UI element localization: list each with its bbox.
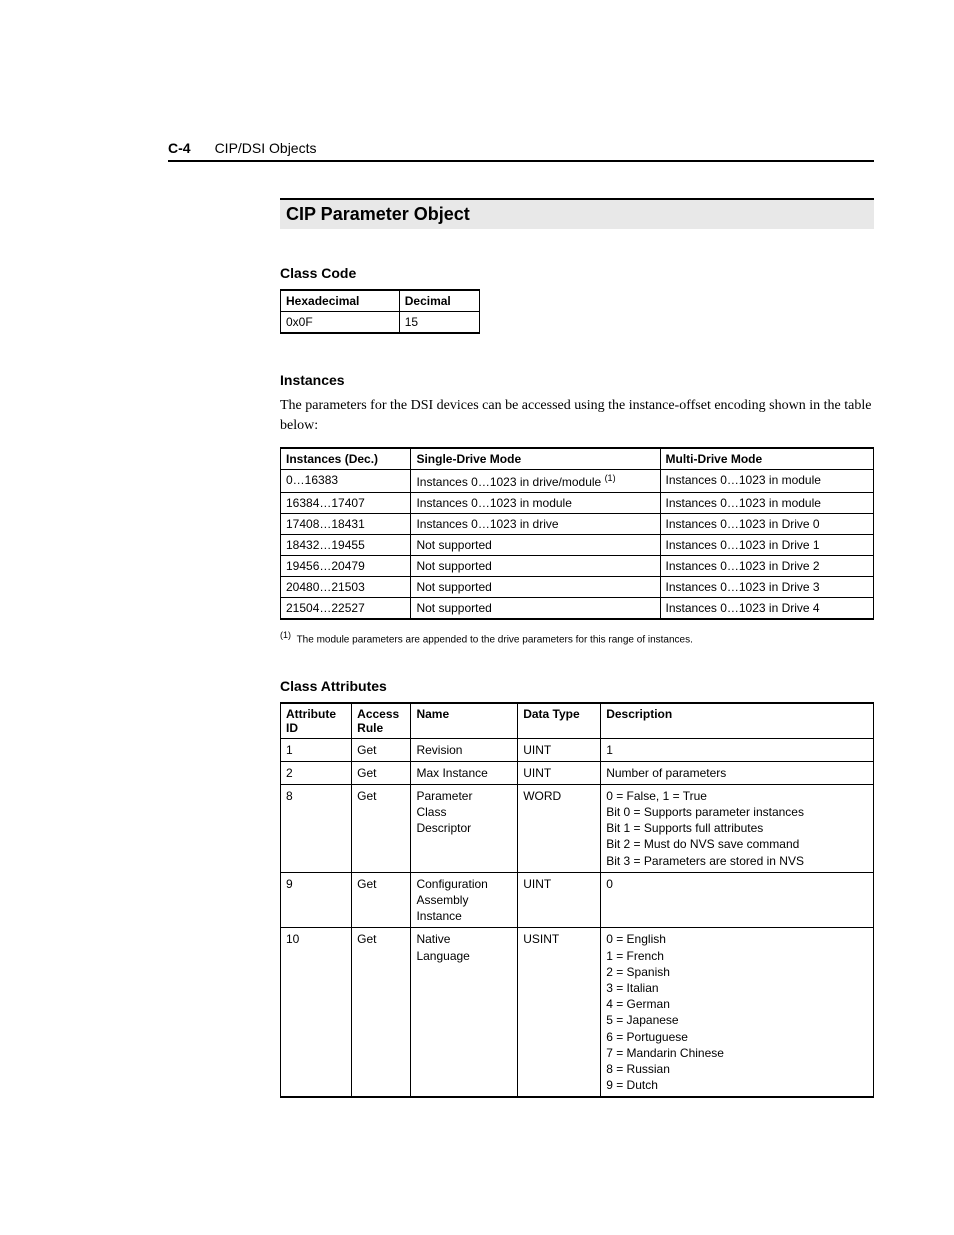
table-cell: Not supported <box>411 598 660 620</box>
table-cell: 2 <box>281 761 352 784</box>
table-cell: 10 <box>281 928 352 1097</box>
table-row: 21504…22527Not supportedInstances 0…1023… <box>281 598 874 620</box>
table-cell: 16384…17407 <box>281 493 411 514</box>
table-row: 1GetRevisionUINT1 <box>281 738 874 761</box>
content-area: CIP Parameter Object Class Code Hexadeci… <box>280 198 874 1098</box>
table-cell: 18432…19455 <box>281 535 411 556</box>
page-header: C-4 CIP/DSI Objects <box>168 140 874 162</box>
table-cell: 17408…18431 <box>281 514 411 535</box>
table-cell: WORD <box>518 784 601 872</box>
col-instances: Instances (Dec.) <box>281 448 411 470</box>
class-attrs-table: Attribute ID Access Rule Name Data Type … <box>280 702 874 1099</box>
table-cell: 9 <box>281 872 352 928</box>
table-row: 20480…21503Not supportedInstances 0…1023… <box>281 577 874 598</box>
table-cell: Configuration Assembly Instance <box>411 872 518 928</box>
table-cell: Get <box>352 738 411 761</box>
table-cell: Instances 0…1023 in Drive 3 <box>660 577 874 598</box>
page-number: C-4 <box>168 140 191 156</box>
page: C-4 CIP/DSI Objects CIP Parameter Object… <box>0 0 954 1235</box>
instances-intro: The parameters for the DSI devices can b… <box>280 396 874 435</box>
col-dec: Decimal <box>399 290 479 312</box>
table-cell: Get <box>352 761 411 784</box>
col-access: Access Rule <box>352 703 411 739</box>
table-cell: Instances 0…1023 in Drive 0 <box>660 514 874 535</box>
table-cell: 0 = English 1 = French 2 = Spanish 3 = I… <box>601 928 874 1097</box>
table-cell: Max Instance <box>411 761 518 784</box>
class-code-heading: Class Code <box>280 265 874 281</box>
table-row: 17408…18431Instances 0…1023 in driveInst… <box>281 514 874 535</box>
table-row: 10GetNative LanguageUSINT0 = English 1 =… <box>281 928 874 1097</box>
table-cell: 0…16383 <box>281 470 411 493</box>
table-cell: Not supported <box>411 556 660 577</box>
table-row: 19456…20479Not supportedInstances 0…1023… <box>281 556 874 577</box>
table-cell: 21504…22527 <box>281 598 411 620</box>
col-desc: Description <box>601 703 874 739</box>
table-row: 18432…19455Not supportedInstances 0…1023… <box>281 535 874 556</box>
cell-dec: 15 <box>399 312 479 334</box>
table-cell: 20480…21503 <box>281 577 411 598</box>
table-cell: 1 <box>601 738 874 761</box>
table-cell: Instances 0…1023 in Drive 1 <box>660 535 874 556</box>
table-cell: 19456…20479 <box>281 556 411 577</box>
class-attrs-heading: Class Attributes <box>280 678 874 694</box>
col-single: Single-Drive Mode <box>411 448 660 470</box>
table-row: 16384…17407Instances 0…1023 in moduleIns… <box>281 493 874 514</box>
table-row: 9GetConfiguration Assembly InstanceUINT0 <box>281 872 874 928</box>
table-cell: Get <box>352 872 411 928</box>
class-code-table: Hexadecimal Decimal 0x0F 15 <box>280 289 480 334</box>
col-hex: Hexadecimal <box>281 290 400 312</box>
footnote-text: The module parameters are appended to th… <box>297 635 693 646</box>
table-cell: Instances 0…1023 in module <box>660 493 874 514</box>
table-cell: UINT <box>518 761 601 784</box>
table-cell: Instances 0…1023 in Drive 2 <box>660 556 874 577</box>
col-attr-id: Attribute ID <box>281 703 352 739</box>
table-cell: Instances 0…1023 in Drive 4 <box>660 598 874 620</box>
header-title: CIP/DSI Objects <box>215 140 317 156</box>
table-cell: Not supported <box>411 577 660 598</box>
table-cell: 0 = False, 1 = True Bit 0 = Supports par… <box>601 784 874 872</box>
table-cell: Not supported <box>411 535 660 556</box>
table-cell: 0 <box>601 872 874 928</box>
table-cell: Native Language <box>411 928 518 1097</box>
table-cell: Instances 0…1023 in module <box>411 493 660 514</box>
table-cell: Get <box>352 784 411 872</box>
section-title: CIP Parameter Object <box>280 198 874 229</box>
table-cell: UINT <box>518 738 601 761</box>
instances-footnote: (1) The module parameters are appended t… <box>280 630 874 645</box>
table-cell: 8 <box>281 784 352 872</box>
table-row: 2GetMax InstanceUINTNumber of parameters <box>281 761 874 784</box>
col-type: Data Type <box>518 703 601 739</box>
instances-table: Instances (Dec.) Single-Drive Mode Multi… <box>280 447 874 620</box>
col-name: Name <box>411 703 518 739</box>
table-cell: UINT <box>518 872 601 928</box>
col-multi: Multi-Drive Mode <box>660 448 874 470</box>
table-cell: Instances 0…1023 in drive <box>411 514 660 535</box>
table-cell: Instances 0…1023 in module <box>660 470 874 493</box>
table-cell: Get <box>352 928 411 1097</box>
table-cell: USINT <box>518 928 601 1097</box>
table-cell: Number of parameters <box>601 761 874 784</box>
table-row: 8GetParameter Class DescriptorWORD0 = Fa… <box>281 784 874 872</box>
cell-hex: 0x0F <box>281 312 400 334</box>
table-cell: Revision <box>411 738 518 761</box>
table-cell: Instances 0…1023 in drive/module (1) <box>411 470 660 493</box>
instances-heading: Instances <box>280 372 874 388</box>
table-row: 0…16383Instances 0…1023 in drive/module … <box>281 470 874 493</box>
table-cell: Parameter Class Descriptor <box>411 784 518 872</box>
table-cell: 1 <box>281 738 352 761</box>
footnote-marker: (1) <box>280 630 291 640</box>
